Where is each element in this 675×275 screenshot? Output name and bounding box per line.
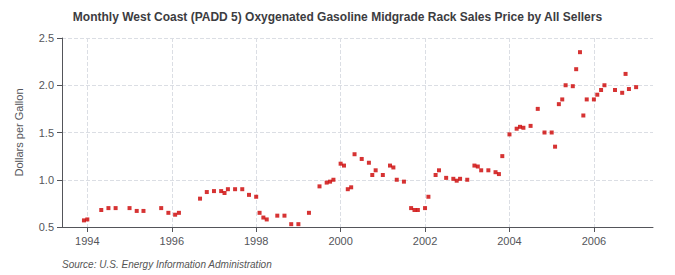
svg-text:2006: 2006 xyxy=(582,235,606,247)
svg-text:2.5: 2.5 xyxy=(39,32,54,44)
svg-text:2000: 2000 xyxy=(328,235,352,247)
svg-text:2.0: 2.0 xyxy=(39,79,54,91)
svg-text:1994: 1994 xyxy=(75,235,99,247)
svg-text:Dollars per Gallon: Dollars per Gallon xyxy=(13,88,25,176)
svg-text:1996: 1996 xyxy=(160,235,184,247)
svg-text:1.0: 1.0 xyxy=(39,174,54,186)
svg-text:Monthly West Coast (PADD 5) Ox: Monthly West Coast (PADD 5) Oxygenated G… xyxy=(73,10,603,24)
svg-text:1.5: 1.5 xyxy=(39,127,54,139)
svg-text:0.5: 0.5 xyxy=(39,221,54,233)
svg-text:Source: U.S. Energy Informatio: Source: U.S. Energy Information Administ… xyxy=(62,259,272,270)
svg-text:2002: 2002 xyxy=(413,235,437,247)
svg-text:1998: 1998 xyxy=(244,235,268,247)
svg-text:2004: 2004 xyxy=(497,235,521,247)
